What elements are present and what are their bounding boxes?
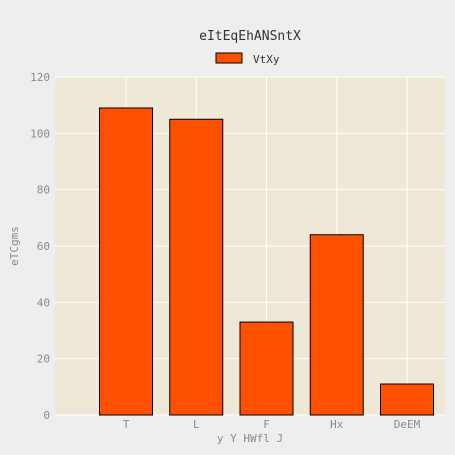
bar (240, 322, 293, 415)
bar (170, 119, 223, 415)
bar (100, 108, 153, 415)
x-tick-label: Hx (330, 418, 344, 431)
chart-title: eItEqEhANSntX (199, 29, 301, 44)
y-tick-label: 80 (37, 184, 50, 197)
y-axis-label: eTCgms (8, 226, 21, 266)
x-axis-label: y Y HWfl J (217, 432, 283, 445)
legend: VtXy (216, 53, 280, 66)
y-tick-label: 0 (43, 409, 50, 422)
bar (310, 235, 363, 415)
y-tick-label: 20 (37, 353, 50, 366)
x-tick-label: L (193, 418, 200, 431)
y-tick-label: 100 (30, 127, 50, 140)
legend-swatch (216, 53, 242, 63)
y-tick-label: 40 (37, 296, 50, 309)
x-tick-label: DeEM (394, 418, 421, 431)
y-tick-label: 120 (30, 71, 50, 84)
y-tick-label: 60 (37, 240, 50, 253)
x-tick-label: F (263, 418, 270, 431)
x-tick-label: T (123, 418, 130, 431)
bar (381, 384, 434, 415)
legend-label: VtXy (253, 53, 280, 66)
x-tick-labels: T L F Hx DeEM (123, 418, 421, 431)
y-tick-labels: 0 20 40 60 80 100 120 (30, 71, 50, 422)
